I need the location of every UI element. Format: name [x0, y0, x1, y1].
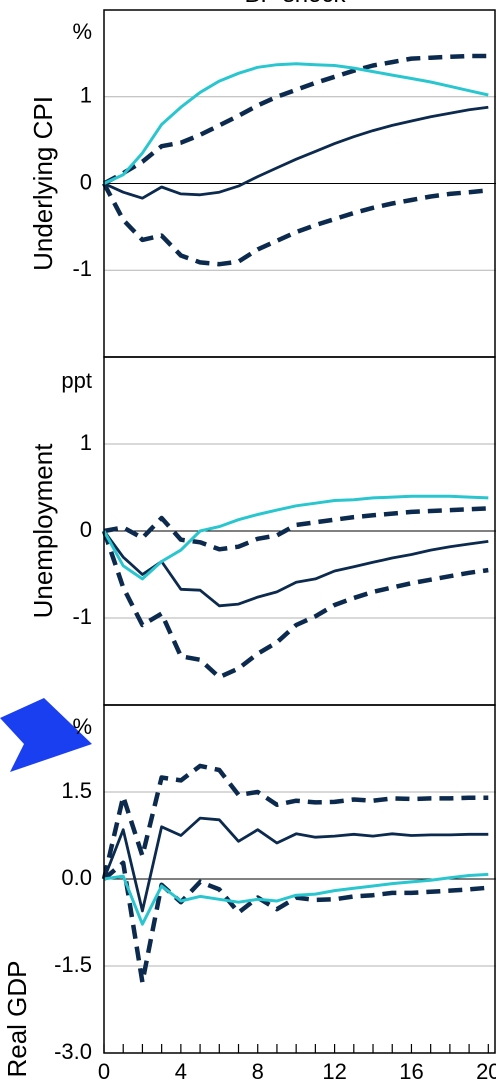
- y-axis-label: Real GDP: [2, 960, 32, 1077]
- y-tick-label: -1: [72, 604, 92, 629]
- panel-1: -1 0 1% Underlying CPI: [28, 9, 496, 358]
- y-tick-label: 1.5: [61, 778, 92, 803]
- y-tick-label: -1: [72, 256, 92, 281]
- series-alt-line: [102, 494, 489, 581]
- panel-3: -3.0 -1.5 0.0 1.5% Real GDP 0 4 8 12 16 20: [2, 704, 496, 1084]
- unit-label: %: [72, 714, 92, 739]
- series-lower-line: [102, 182, 489, 267]
- series-upper-line: [102, 53, 489, 186]
- series-median-line: [102, 816, 489, 913]
- series-median-line: [102, 530, 489, 608]
- x-tick-label: 12: [322, 1059, 346, 1084]
- unit-label: %: [72, 19, 92, 44]
- series-upper-line: [101, 763, 489, 880]
- series-upper-line: [103, 506, 489, 552]
- series-median-line: [103, 105, 489, 200]
- y-tick-label: 0.0: [61, 865, 92, 890]
- x-tick-label: 4: [175, 1059, 187, 1084]
- x-tick-label: 0: [98, 1059, 110, 1084]
- x-tick-label: 20: [476, 1059, 496, 1084]
- y-tick-label: 1: [80, 430, 92, 455]
- x-tick-label: 8: [252, 1059, 264, 1084]
- y-tick-label: 0: [80, 517, 92, 542]
- y-tick-label: 0: [80, 169, 92, 194]
- series-alt-line: [103, 62, 489, 185]
- y-axis-label: Unemployment: [28, 443, 58, 619]
- series-lower-line: [101, 530, 489, 680]
- x-tick-label: 16: [399, 1059, 423, 1084]
- y-tick-label: -3.0: [54, 1039, 92, 1064]
- y-tick-label: 1: [80, 83, 92, 108]
- series-alt-line: [103, 872, 489, 926]
- panel-frame: [103, 704, 496, 1054]
- panel-2: -1 0 1 ppt Unemployment: [28, 356, 496, 706]
- unit-label: ppt: [61, 368, 92, 393]
- pointer-arrow-icon: [0, 698, 92, 772]
- chart-title: BP shock: [245, 0, 347, 8]
- y-tick-label: -1.5: [54, 952, 92, 977]
- y-axis-label: Underlying CPI: [28, 96, 58, 271]
